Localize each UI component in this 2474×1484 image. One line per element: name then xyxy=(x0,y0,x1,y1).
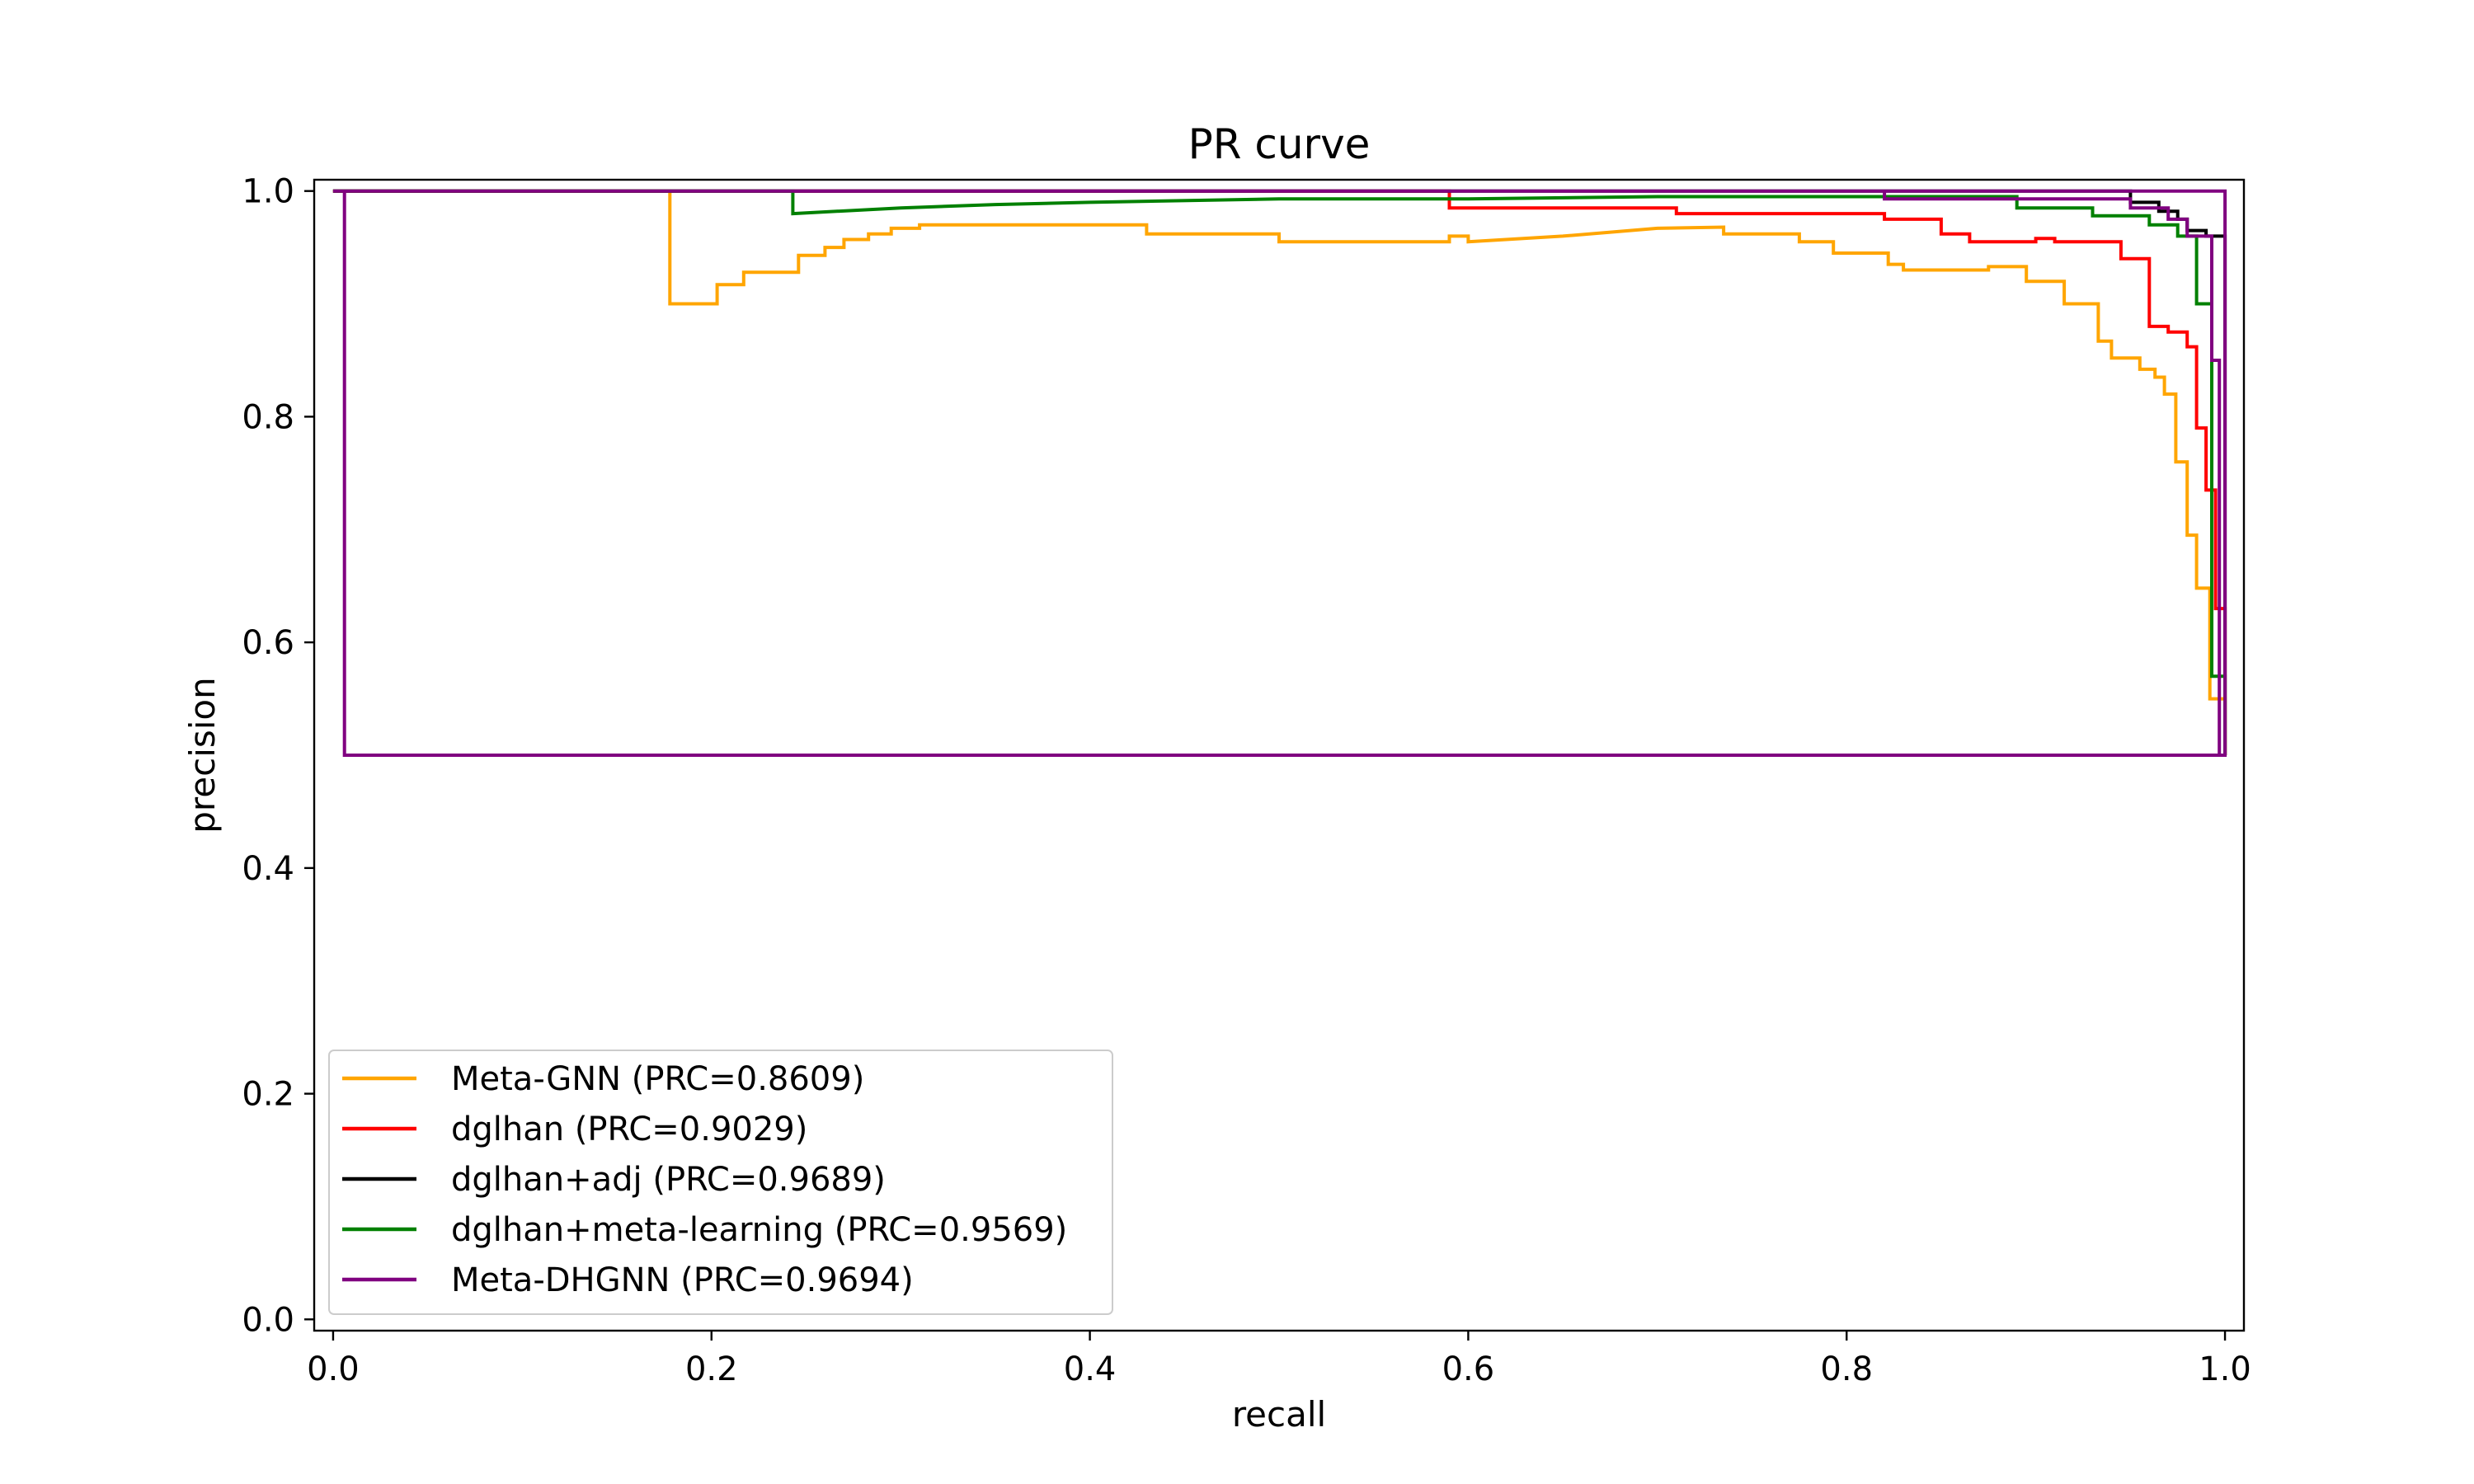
x-tick-label: 0.6 xyxy=(1442,1350,1495,1388)
x-tick-label: 0.8 xyxy=(1820,1350,1873,1388)
y-tick-label: 0.8 xyxy=(242,398,294,436)
legend-box xyxy=(328,1050,1113,1315)
legend-label-4: Meta-DHGNN (PRC=0.9694) xyxy=(451,1261,914,1299)
chart-title: PR curve xyxy=(1188,120,1371,168)
y-axis-ticks: 0.0 0.2 0.4 0.6 0.8 1.0 xyxy=(242,173,314,1339)
y-tick-label: 0.6 xyxy=(242,624,294,662)
series-line-4 xyxy=(332,189,2227,757)
legend-label-3: dglhan+meta-learning (PRC=0.9569) xyxy=(451,1211,1067,1249)
plot-area-frame xyxy=(313,178,2246,1332)
x-tick-label: 0.2 xyxy=(685,1350,738,1388)
series-line-0 xyxy=(332,189,2227,755)
series-line-1 xyxy=(332,189,2227,755)
x-tick-label: 0.0 xyxy=(307,1350,360,1388)
y-tick-label: 0.2 xyxy=(242,1076,294,1114)
legend-label-1: dglhan (PRC=0.9029) xyxy=(451,1111,807,1148)
legend-label-2: dglhan+adj (PRC=0.9689) xyxy=(451,1161,886,1199)
series-line-3 xyxy=(332,189,2227,755)
legend-label-0: Meta-GNN (PRC=0.8609) xyxy=(451,1060,864,1098)
x-axis-ticks: 0.0 0.2 0.4 0.6 0.8 1.0 xyxy=(307,1331,2251,1388)
x-tick-label: 0.4 xyxy=(1064,1350,1117,1388)
y-tick-label: 0.0 xyxy=(242,1301,294,1339)
y-tick-label: 1.0 xyxy=(242,173,294,211)
y-tick-label: 0.4 xyxy=(242,850,294,888)
legend: Meta-GNN (PRC=0.8609) dglhan (PRC=0.9029)… xyxy=(328,1050,1113,1315)
y-axis-label: precision xyxy=(182,677,223,833)
x-axis-label: recall xyxy=(1232,1394,1326,1435)
x-tick-label: 1.0 xyxy=(2199,1350,2251,1388)
series-layer xyxy=(332,189,2227,757)
